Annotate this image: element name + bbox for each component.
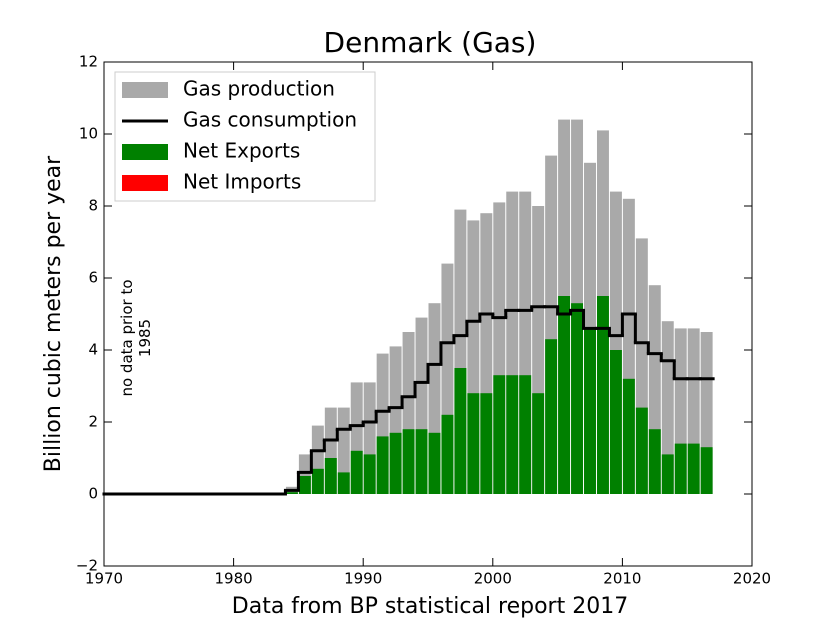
bar — [350, 450, 363, 494]
bar — [596, 296, 609, 494]
bar — [519, 375, 532, 494]
x-tick-label: 1990 — [344, 570, 382, 588]
bar — [363, 454, 376, 494]
bar — [467, 220, 480, 494]
bar — [493, 375, 506, 494]
bar — [635, 238, 648, 494]
bar — [506, 191, 519, 494]
legend-label: Net Imports — [183, 170, 301, 194]
bar — [622, 378, 635, 494]
y-axis-label: Billion cubic meters per year — [41, 155, 66, 472]
bar — [324, 458, 337, 494]
bar — [389, 346, 402, 494]
bar — [571, 303, 584, 494]
bar — [519, 191, 532, 494]
x-tick-label: 1980 — [215, 570, 253, 588]
legend-label: Net Exports — [183, 139, 300, 163]
x-tick-label: 1970 — [85, 570, 123, 588]
bar — [285, 492, 298, 494]
y-tick-label: 0 — [88, 485, 98, 503]
plot-frame — [103, 61, 753, 567]
x-axis-label: Data from BP statistical report 2017 — [232, 594, 628, 619]
y-tick-label: 10 — [79, 125, 98, 143]
annotation: no data prior to1985 — [118, 279, 154, 396]
y-tick-label: 8 — [88, 197, 98, 215]
x-tick-label: 2010 — [603, 570, 641, 588]
bar — [648, 429, 661, 494]
bar — [311, 425, 324, 494]
bar — [415, 317, 428, 494]
bar — [350, 382, 363, 494]
legend-swatch — [122, 82, 168, 98]
y-tick-label: −2 — [76, 557, 98, 575]
bar — [661, 454, 674, 494]
bar — [700, 447, 713, 494]
legend-label: Gas production — [183, 77, 335, 101]
bar — [402, 429, 415, 494]
bar — [467, 393, 480, 494]
legend-label: Gas consumption — [183, 108, 357, 132]
bar — [545, 155, 558, 494]
y-tick-label: 12 — [79, 53, 98, 71]
bar — [558, 296, 571, 494]
bar — [298, 476, 311, 494]
bar — [622, 198, 635, 495]
bar — [441, 263, 454, 494]
bar — [324, 407, 337, 494]
bar — [454, 209, 467, 494]
bar — [674, 443, 687, 494]
legend-swatch — [122, 144, 168, 160]
bar — [376, 353, 389, 494]
bar — [363, 382, 376, 494]
bar — [428, 432, 441, 494]
bar — [674, 328, 687, 494]
bar — [298, 454, 311, 494]
bar — [661, 321, 674, 494]
bar — [687, 443, 700, 494]
bar — [532, 393, 545, 494]
bar — [532, 206, 545, 494]
y-tick-label: 2 — [88, 413, 98, 431]
bar — [609, 191, 622, 494]
bar — [687, 328, 700, 494]
bar — [402, 332, 415, 494]
bar — [545, 339, 558, 494]
bar — [584, 328, 596, 494]
x-tick-label: 2020 — [733, 570, 771, 588]
bar — [311, 468, 324, 494]
y-tick-label: 6 — [88, 269, 98, 287]
bar — [648, 285, 661, 494]
bar — [493, 202, 506, 494]
bar — [700, 332, 713, 494]
bar — [376, 436, 389, 494]
bar — [609, 350, 622, 494]
bar — [389, 432, 402, 494]
bar — [441, 414, 454, 494]
y-tick-label: 4 — [88, 341, 98, 359]
legend: Gas production Gas consumption Net Exports… — [114, 71, 376, 202]
bar — [454, 368, 467, 494]
x-tick-label: 2000 — [474, 570, 512, 588]
chart-title: Denmark (Gas) — [324, 26, 537, 59]
bar — [635, 407, 648, 494]
bar — [415, 429, 428, 494]
bar — [480, 213, 493, 494]
bar — [337, 472, 350, 494]
legend-swatch — [122, 175, 168, 191]
bar — [337, 407, 350, 494]
bar — [428, 303, 441, 494]
bar — [480, 393, 493, 494]
bar — [506, 375, 519, 494]
